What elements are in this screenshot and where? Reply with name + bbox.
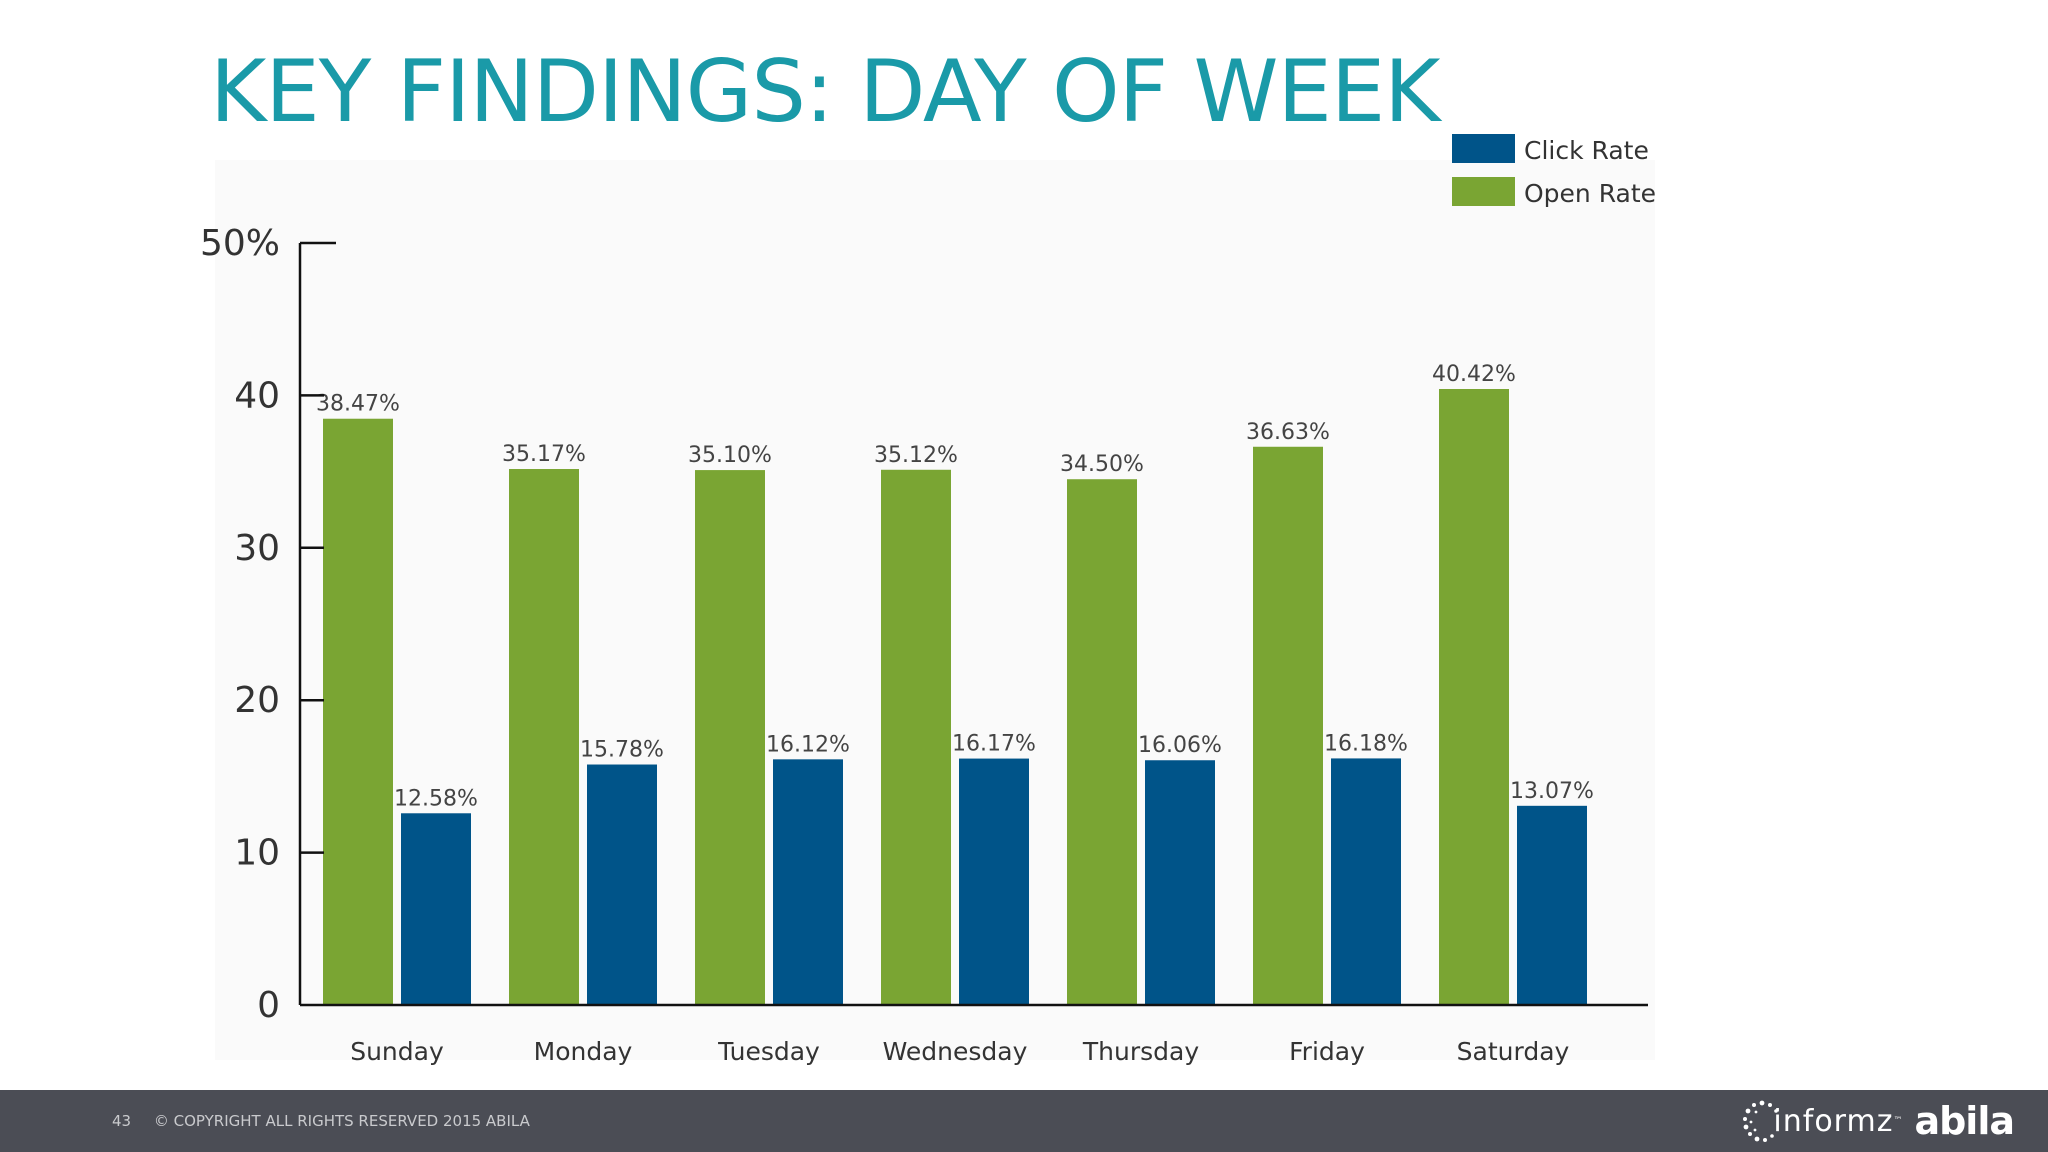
data-label: 16.18% bbox=[1324, 731, 1408, 756]
data-label: 16.12% bbox=[766, 732, 850, 757]
bar-open-rate bbox=[1253, 446, 1323, 1005]
data-label: 40.42% bbox=[1432, 362, 1516, 387]
data-label: 35.10% bbox=[688, 443, 772, 468]
x-category-label: Saturday bbox=[1457, 1037, 1570, 1066]
x-category-label: Monday bbox=[534, 1037, 633, 1066]
y-tick-label: 10 bbox=[234, 833, 280, 874]
bar-open-rate bbox=[1067, 479, 1137, 1006]
data-label: 35.17% bbox=[502, 442, 586, 467]
bar-click-rate bbox=[1331, 758, 1401, 1005]
bar-click-rate bbox=[1145, 760, 1215, 1005]
bar-open-rate bbox=[509, 469, 579, 1006]
legend-label: Open Rate bbox=[1524, 179, 1656, 208]
data-label: 12.58% bbox=[394, 786, 478, 811]
legend-swatch bbox=[1452, 177, 1515, 206]
axes-group: 0 10 20 30 40 50% bbox=[200, 223, 1648, 1026]
y-tick-label: 30 bbox=[234, 528, 280, 569]
bar-chart: 38.47% 12.58% 35.17% 15.78% 35.10% 16.12% 35.1… bbox=[200, 134, 1656, 1066]
data-label: 13.07% bbox=[1510, 779, 1594, 804]
data-label: 36.63% bbox=[1246, 420, 1330, 445]
x-category-label: Friday bbox=[1289, 1037, 1365, 1066]
trademark-mark: ™ bbox=[1893, 1116, 1903, 1126]
informz-logo: informz bbox=[1773, 1103, 1894, 1139]
footer-bar: 43 © COPYRIGHT ALL RIGHTS RESERVED 2015 … bbox=[0, 1090, 2048, 1152]
bar-open-rate bbox=[695, 470, 765, 1005]
value-labels-group: 38.47% 12.58% 35.17% 15.78% 35.10% 16.12% 35.1… bbox=[316, 362, 1594, 811]
y-tick-label: 40 bbox=[234, 375, 280, 416]
data-label: 38.47% bbox=[316, 392, 400, 417]
copyright-notice: © COPYRIGHT ALL RIGHTS RESERVED 2015 ABI… bbox=[153, 1112, 530, 1130]
x-category-label: Tuesday bbox=[717, 1037, 820, 1066]
footer-text: 43 © COPYRIGHT ALL RIGHTS RESERVED 2015 … bbox=[112, 1112, 530, 1130]
x-category-label: Sunday bbox=[350, 1037, 444, 1066]
bar-open-rate bbox=[1439, 388, 1509, 1005]
informz-dots-icon bbox=[1743, 1100, 1779, 1142]
y-tick-label: 0 bbox=[257, 985, 280, 1026]
data-label: 16.06% bbox=[1138, 733, 1222, 758]
bar-open-rate bbox=[881, 469, 951, 1005]
bar-click-rate bbox=[1517, 805, 1587, 1005]
legend-label: Click Rate bbox=[1524, 136, 1649, 165]
x-category-label: Wednesday bbox=[883, 1037, 1028, 1066]
slide-title: KEY FINDINGS: DAY OF WEEK bbox=[210, 42, 1441, 142]
data-label: 16.17% bbox=[952, 732, 1036, 757]
x-category-label: Thursday bbox=[1082, 1037, 1199, 1066]
bar-click-rate bbox=[401, 813, 471, 1005]
brand-logos: informz ™ abila bbox=[1739, 1098, 2015, 1144]
legend: Click Rate Open Rate bbox=[1452, 134, 1656, 208]
bar-click-rate bbox=[959, 758, 1029, 1005]
page-number: 43 bbox=[112, 1112, 132, 1130]
bar-click-rate bbox=[773, 759, 843, 1005]
bars-group bbox=[323, 388, 1587, 1006]
data-label: 34.50% bbox=[1060, 452, 1144, 477]
y-tick-label: 20 bbox=[234, 680, 280, 721]
bar-open-rate bbox=[323, 418, 393, 1006]
category-labels-group: Sunday Monday Tuesday Wednesday Thursday Frid… bbox=[350, 1037, 1569, 1066]
legend-swatch bbox=[1452, 134, 1515, 163]
data-label: 15.78% bbox=[580, 738, 664, 763]
y-tick-label: 50% bbox=[200, 223, 280, 264]
bar-click-rate bbox=[587, 764, 657, 1005]
data-label: 35.12% bbox=[874, 443, 958, 468]
abila-logo: abila bbox=[1914, 1099, 2015, 1143]
